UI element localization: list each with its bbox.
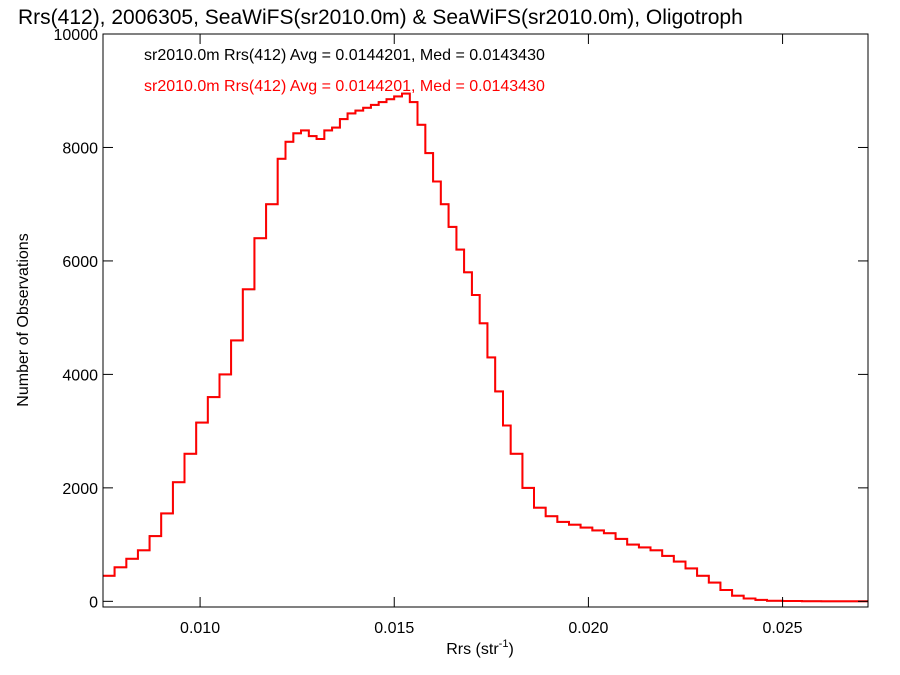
y-tick-label: 10000 — [54, 27, 99, 44]
x-tick-label: 0.015 — [374, 620, 414, 637]
y-tick-label: 6000 — [62, 254, 98, 271]
annotation-line-1: sr2010.0m Rrs(412) Avg = 0.0144201, Med … — [144, 47, 545, 64]
x-tick-label: 0.010 — [180, 620, 220, 637]
x-tick-label: 0.025 — [763, 620, 803, 637]
series-layer — [103, 92, 868, 603]
x-axis-ticks: 0.010 0.015 0.020 0.025 — [180, 34, 803, 637]
y-tick-label: 4000 — [62, 367, 98, 384]
chart-title: Rrs(412), 2006305, SeaWiFS(sr2010.0m) & … — [18, 6, 743, 29]
histogram-series-2 — [103, 92, 868, 603]
y-axis-label: Number of Observations — [15, 233, 32, 406]
y-axis-ticks: 0 2000 4000 6000 8000 10000 — [54, 27, 868, 611]
x-axis-label-tail: ) — [508, 641, 513, 658]
x-tick-label: 0.020 — [568, 620, 608, 637]
plot-frame — [102, 33, 869, 608]
x-axis-label-sup: -1 — [499, 638, 509, 650]
x-axis-label: Rrs (str-1) — [446, 638, 514, 658]
y-tick-label: 0 — [89, 594, 98, 611]
y-tick-label: 8000 — [62, 140, 98, 157]
x-axis-label-base: Rrs (str — [446, 641, 499, 658]
y-tick-label: 2000 — [62, 481, 98, 498]
annotation-line-2: sr2010.0m Rrs(412) Avg = 0.0144201, Med … — [144, 78, 545, 95]
